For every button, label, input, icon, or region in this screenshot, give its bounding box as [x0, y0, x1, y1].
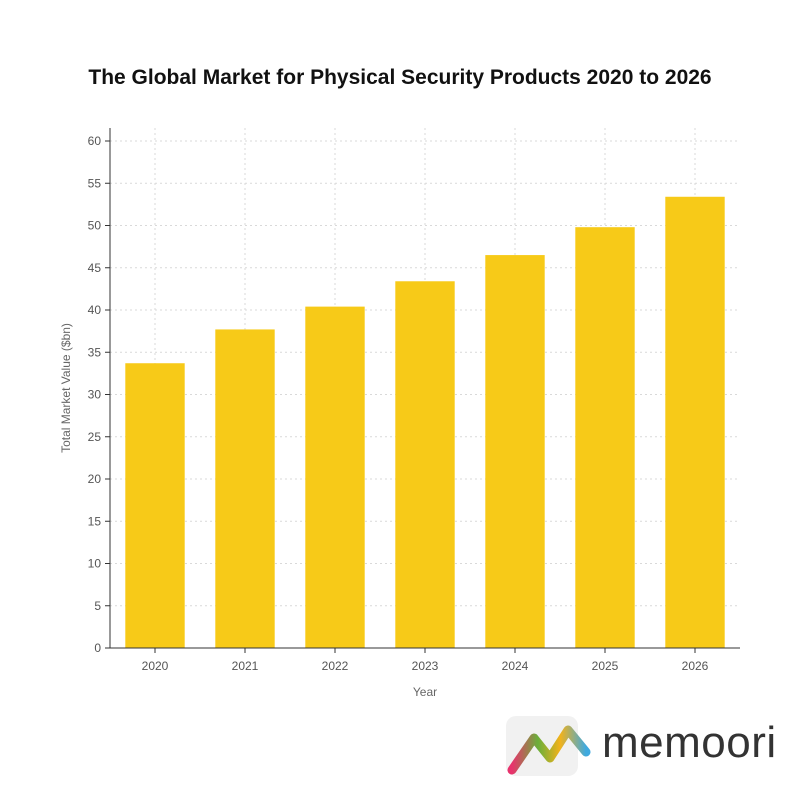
- y-tick-labels: 0 5 10 15 20 25 30 35 40 45 50 55 60: [88, 134, 110, 655]
- y-tick-label: 60: [88, 134, 102, 148]
- bar-2021: [215, 329, 275, 648]
- y-tick-label: 40: [88, 303, 102, 317]
- x-tick-label: 2021: [232, 659, 259, 673]
- y-tick-label: 30: [88, 388, 102, 402]
- bar-2026: [665, 196, 725, 648]
- x-tick-labels: 2020 2021 2022 2023 2024 2025 2026: [142, 648, 709, 673]
- x-tick-label: 2023: [412, 659, 439, 673]
- y-axis-label: Total Market Value ($bn): [59, 323, 73, 453]
- memoori-logo: memoori: [500, 712, 790, 782]
- y-tick-label: 50: [88, 219, 102, 233]
- x-tick-label: 2025: [592, 659, 619, 673]
- x-tick-label: 2024: [502, 659, 529, 673]
- y-tick-label: 20: [88, 472, 102, 486]
- bar-2025: [575, 227, 635, 648]
- bar-2023: [395, 281, 455, 648]
- bar-2022: [305, 306, 365, 648]
- x-axis-label: Year: [413, 685, 437, 699]
- x-tick-label: 2022: [322, 659, 349, 673]
- y-tick-label: 5: [94, 599, 101, 613]
- y-tick-label: 25: [88, 430, 102, 444]
- chart-title: The Global Market for Physical Security …: [88, 66, 712, 89]
- y-tick-label: 35: [88, 345, 102, 359]
- y-tick-label: 15: [88, 514, 102, 528]
- x-tick-label: 2020: [142, 659, 169, 673]
- bars: [125, 196, 725, 648]
- y-tick-label: 10: [88, 557, 102, 571]
- x-tick-label: 2026: [682, 659, 709, 673]
- y-tick-label: 45: [88, 261, 102, 275]
- y-tick-label: 0: [94, 641, 101, 655]
- bar-2024: [485, 255, 545, 648]
- bar-2020: [125, 363, 185, 648]
- memoori-logo-mark: [506, 716, 591, 776]
- memoori-logo-text: memoori: [602, 718, 777, 767]
- y-tick-label: 55: [88, 176, 102, 190]
